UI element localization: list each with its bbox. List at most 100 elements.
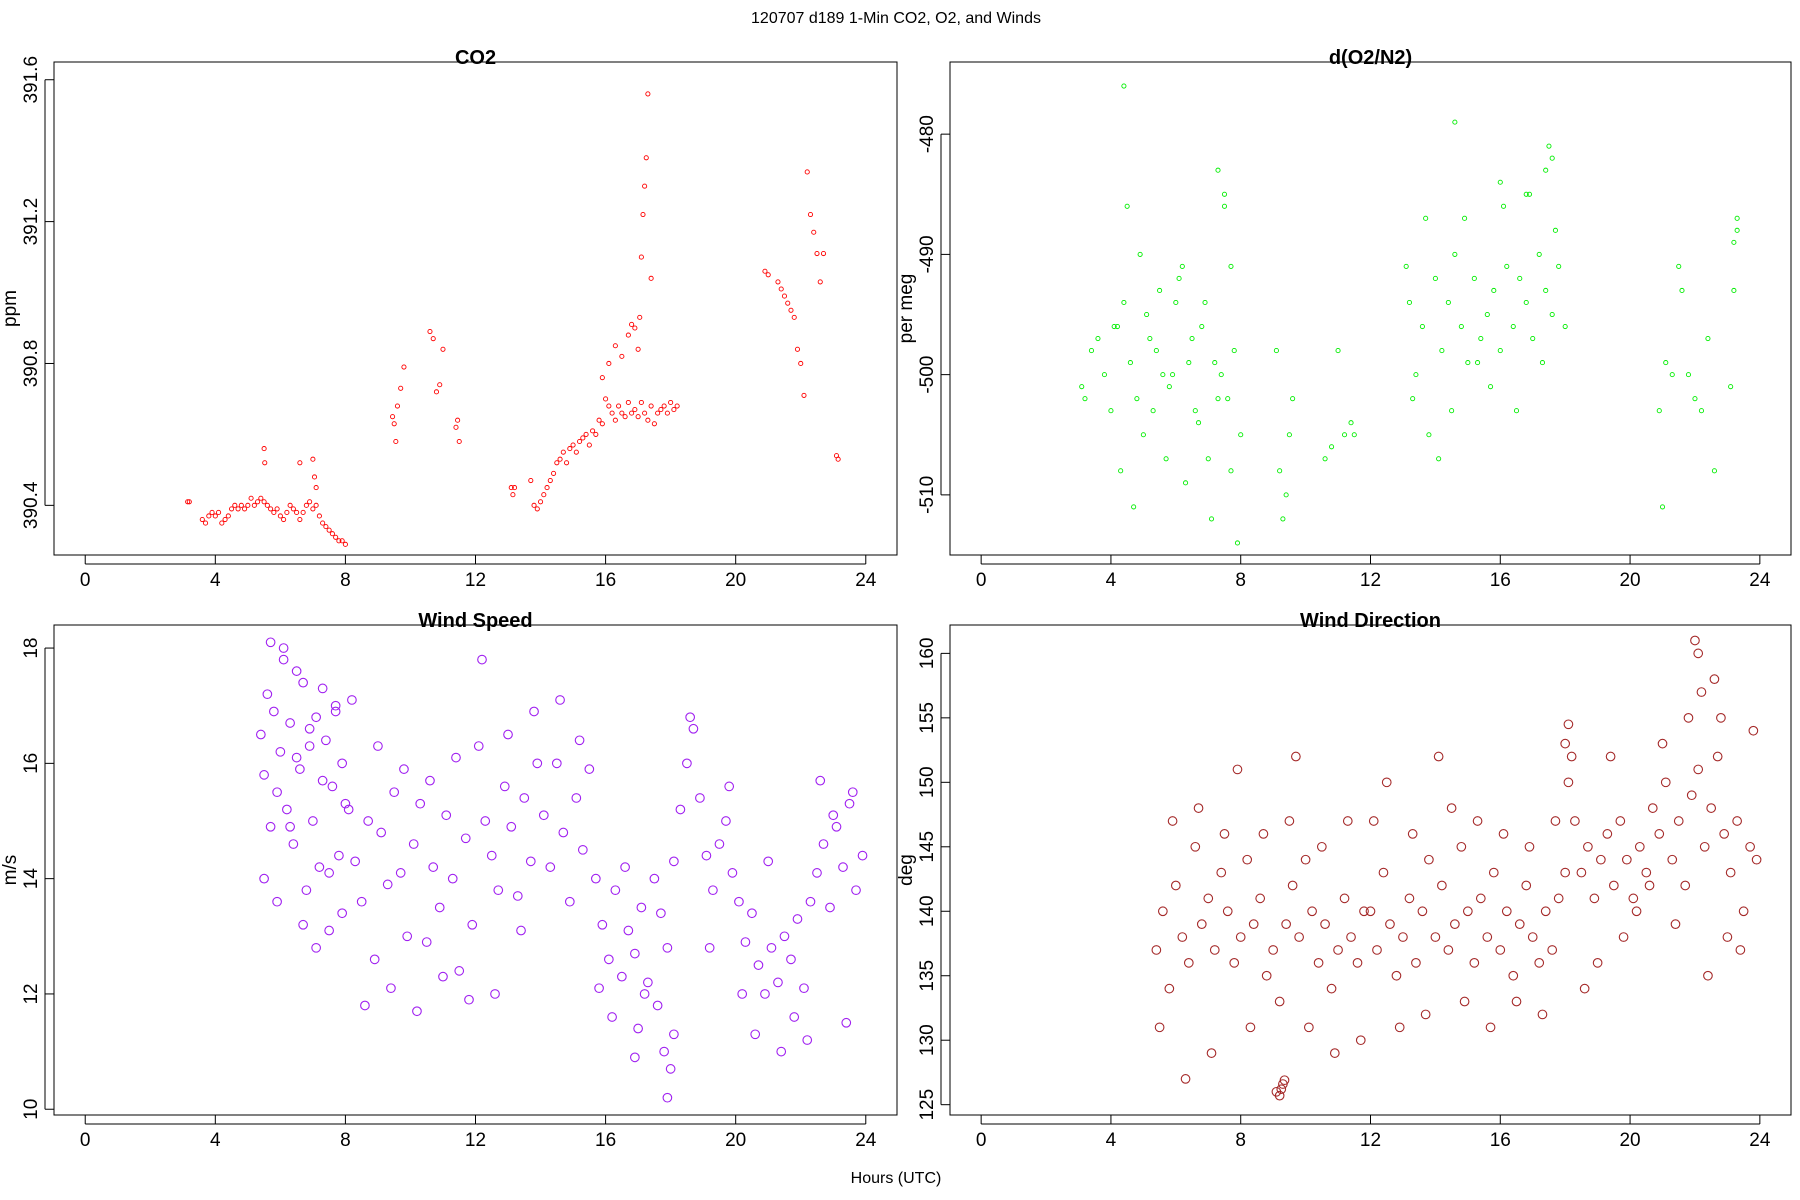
o2n2-point: [1351, 432, 1357, 438]
wind-direction-point: [1482, 932, 1493, 942]
wind-speed-point: [291, 752, 302, 763]
co2-point: [583, 431, 589, 437]
wind-speed-point: [295, 764, 305, 774]
o2n2-point: [1127, 360, 1133, 366]
co2-y-tick-label: 390.8: [21, 340, 42, 388]
wind-speed-point: [760, 989, 770, 999]
wind-direction-point: [1472, 816, 1483, 826]
co2-point: [632, 325, 638, 331]
wind-speed-point: [343, 804, 354, 815]
wind-direction-point: [1258, 829, 1269, 839]
wind-speed-panel: Wind Speed 0 4 8 12 16 20 24 10 12 14 16 18 m/s: [0, 610, 898, 1151]
wind-speed-point: [262, 689, 273, 700]
co2-point: [637, 314, 643, 320]
o2n2-point: [1225, 396, 1231, 402]
co2-point: [248, 495, 254, 501]
wind-speed-point: [841, 1017, 852, 1028]
wind-direction-point: [1307, 906, 1317, 917]
wind-speed-point: [389, 787, 400, 798]
wind-direction-point: [1164, 983, 1175, 994]
o2n2-point: [1280, 516, 1286, 522]
wind-direction-point: [1485, 1022, 1496, 1033]
o2n2-y-tick-label: -480: [917, 115, 938, 153]
wind-speed-point: [337, 908, 348, 919]
co2-point: [674, 403, 680, 409]
wind-speed-point: [652, 1000, 663, 1011]
o2n2-point: [1685, 372, 1692, 378]
o2n2-point: [1277, 468, 1283, 474]
wind-speed-point: [577, 844, 588, 855]
wind-direction-point: [1628, 893, 1639, 904]
o2n2-point: [1497, 348, 1503, 354]
wind-speed-point: [571, 793, 582, 803]
wind-direction-point: [1433, 751, 1444, 762]
o2n2-point: [1329, 444, 1335, 450]
wind-speed-point: [724, 781, 735, 792]
wind-speed-point: [311, 942, 321, 953]
wind-direction-point: [1657, 738, 1668, 749]
o2n2-point: [1140, 432, 1146, 438]
wind-speed-point: [255, 729, 266, 740]
wind-speed-point: [447, 873, 458, 884]
co2-point: [564, 460, 570, 466]
wind-speed-point: [301, 885, 312, 896]
wind-direction-point: [1680, 880, 1691, 891]
o2n2-point: [1186, 360, 1192, 366]
wind-speed-point: [428, 862, 439, 872]
o2n2-point: [1656, 408, 1662, 414]
co2-point: [671, 407, 677, 413]
wind-direction-point: [1313, 957, 1324, 968]
wind-direction-x-tick-label: 12: [1360, 1130, 1381, 1151]
wind-direction-y-tick-label: 145: [917, 831, 938, 863]
wind-speed-plot-frame: [53, 624, 898, 1116]
o2n2-point: [1160, 372, 1166, 378]
wind-speed-point: [675, 804, 686, 815]
wind-direction-point: [1660, 777, 1671, 788]
co2-title: CO2: [455, 47, 496, 69]
wind-direction-y-tick-label: 140: [917, 895, 938, 927]
wind-speed-point: [682, 758, 692, 769]
wind-speed-y-tick-label: 16: [21, 753, 42, 774]
o2n2-point: [1273, 348, 1279, 354]
o2n2-y-tick-label: -490: [917, 235, 938, 273]
wind-speed-point: [288, 839, 299, 849]
o2n2-point: [1192, 408, 1198, 414]
o2n2-point: [1173, 299, 1179, 306]
wind-speed-point: [558, 827, 569, 838]
wind-direction-x-tick-label: 8: [1235, 1130, 1246, 1151]
o2n2-point: [1157, 287, 1163, 294]
wind-direction-point: [1420, 1009, 1431, 1020]
wind-speed-point: [334, 850, 344, 861]
wind-direction-point: [1368, 816, 1379, 826]
wind-speed-point: [282, 804, 292, 815]
wind-speed-point: [324, 868, 334, 878]
o2n2-x-tick-label: 4: [1106, 570, 1117, 591]
wind-speed-point: [441, 810, 452, 821]
o2n2-point: [1179, 263, 1185, 269]
wind-direction-point: [1608, 880, 1619, 891]
o2n2-point: [1348, 420, 1354, 426]
co2-point: [599, 375, 605, 381]
co2-point: [551, 470, 557, 476]
co2-point: [775, 279, 781, 285]
co2-point: [573, 449, 579, 455]
o2n2-point: [1189, 336, 1195, 342]
wind-speed-point: [265, 821, 276, 832]
co2-ylabel: ppm: [0, 290, 21, 327]
wind-direction-point: [1511, 996, 1522, 1007]
wind-speed-point: [669, 856, 679, 867]
co2-point: [619, 410, 625, 416]
o2n2-point: [1183, 480, 1189, 486]
co2-point: [629, 321, 635, 328]
wind-speed-point: [574, 735, 585, 746]
co2-point: [590, 428, 596, 434]
wind-speed-point: [350, 856, 361, 867]
panels: CO2 0 4 8 12 16 20 24 390.4 390.8 391.2 391.6 ppm d(O…: [0, 47, 1792, 1151]
wind-speed-point: [386, 983, 396, 994]
o2n2-point: [1445, 299, 1451, 306]
wind-direction-point: [1151, 945, 1162, 955]
o2n2-point: [1212, 360, 1218, 366]
wind-speed-point: [493, 885, 504, 896]
wind-direction-point: [1667, 854, 1678, 865]
